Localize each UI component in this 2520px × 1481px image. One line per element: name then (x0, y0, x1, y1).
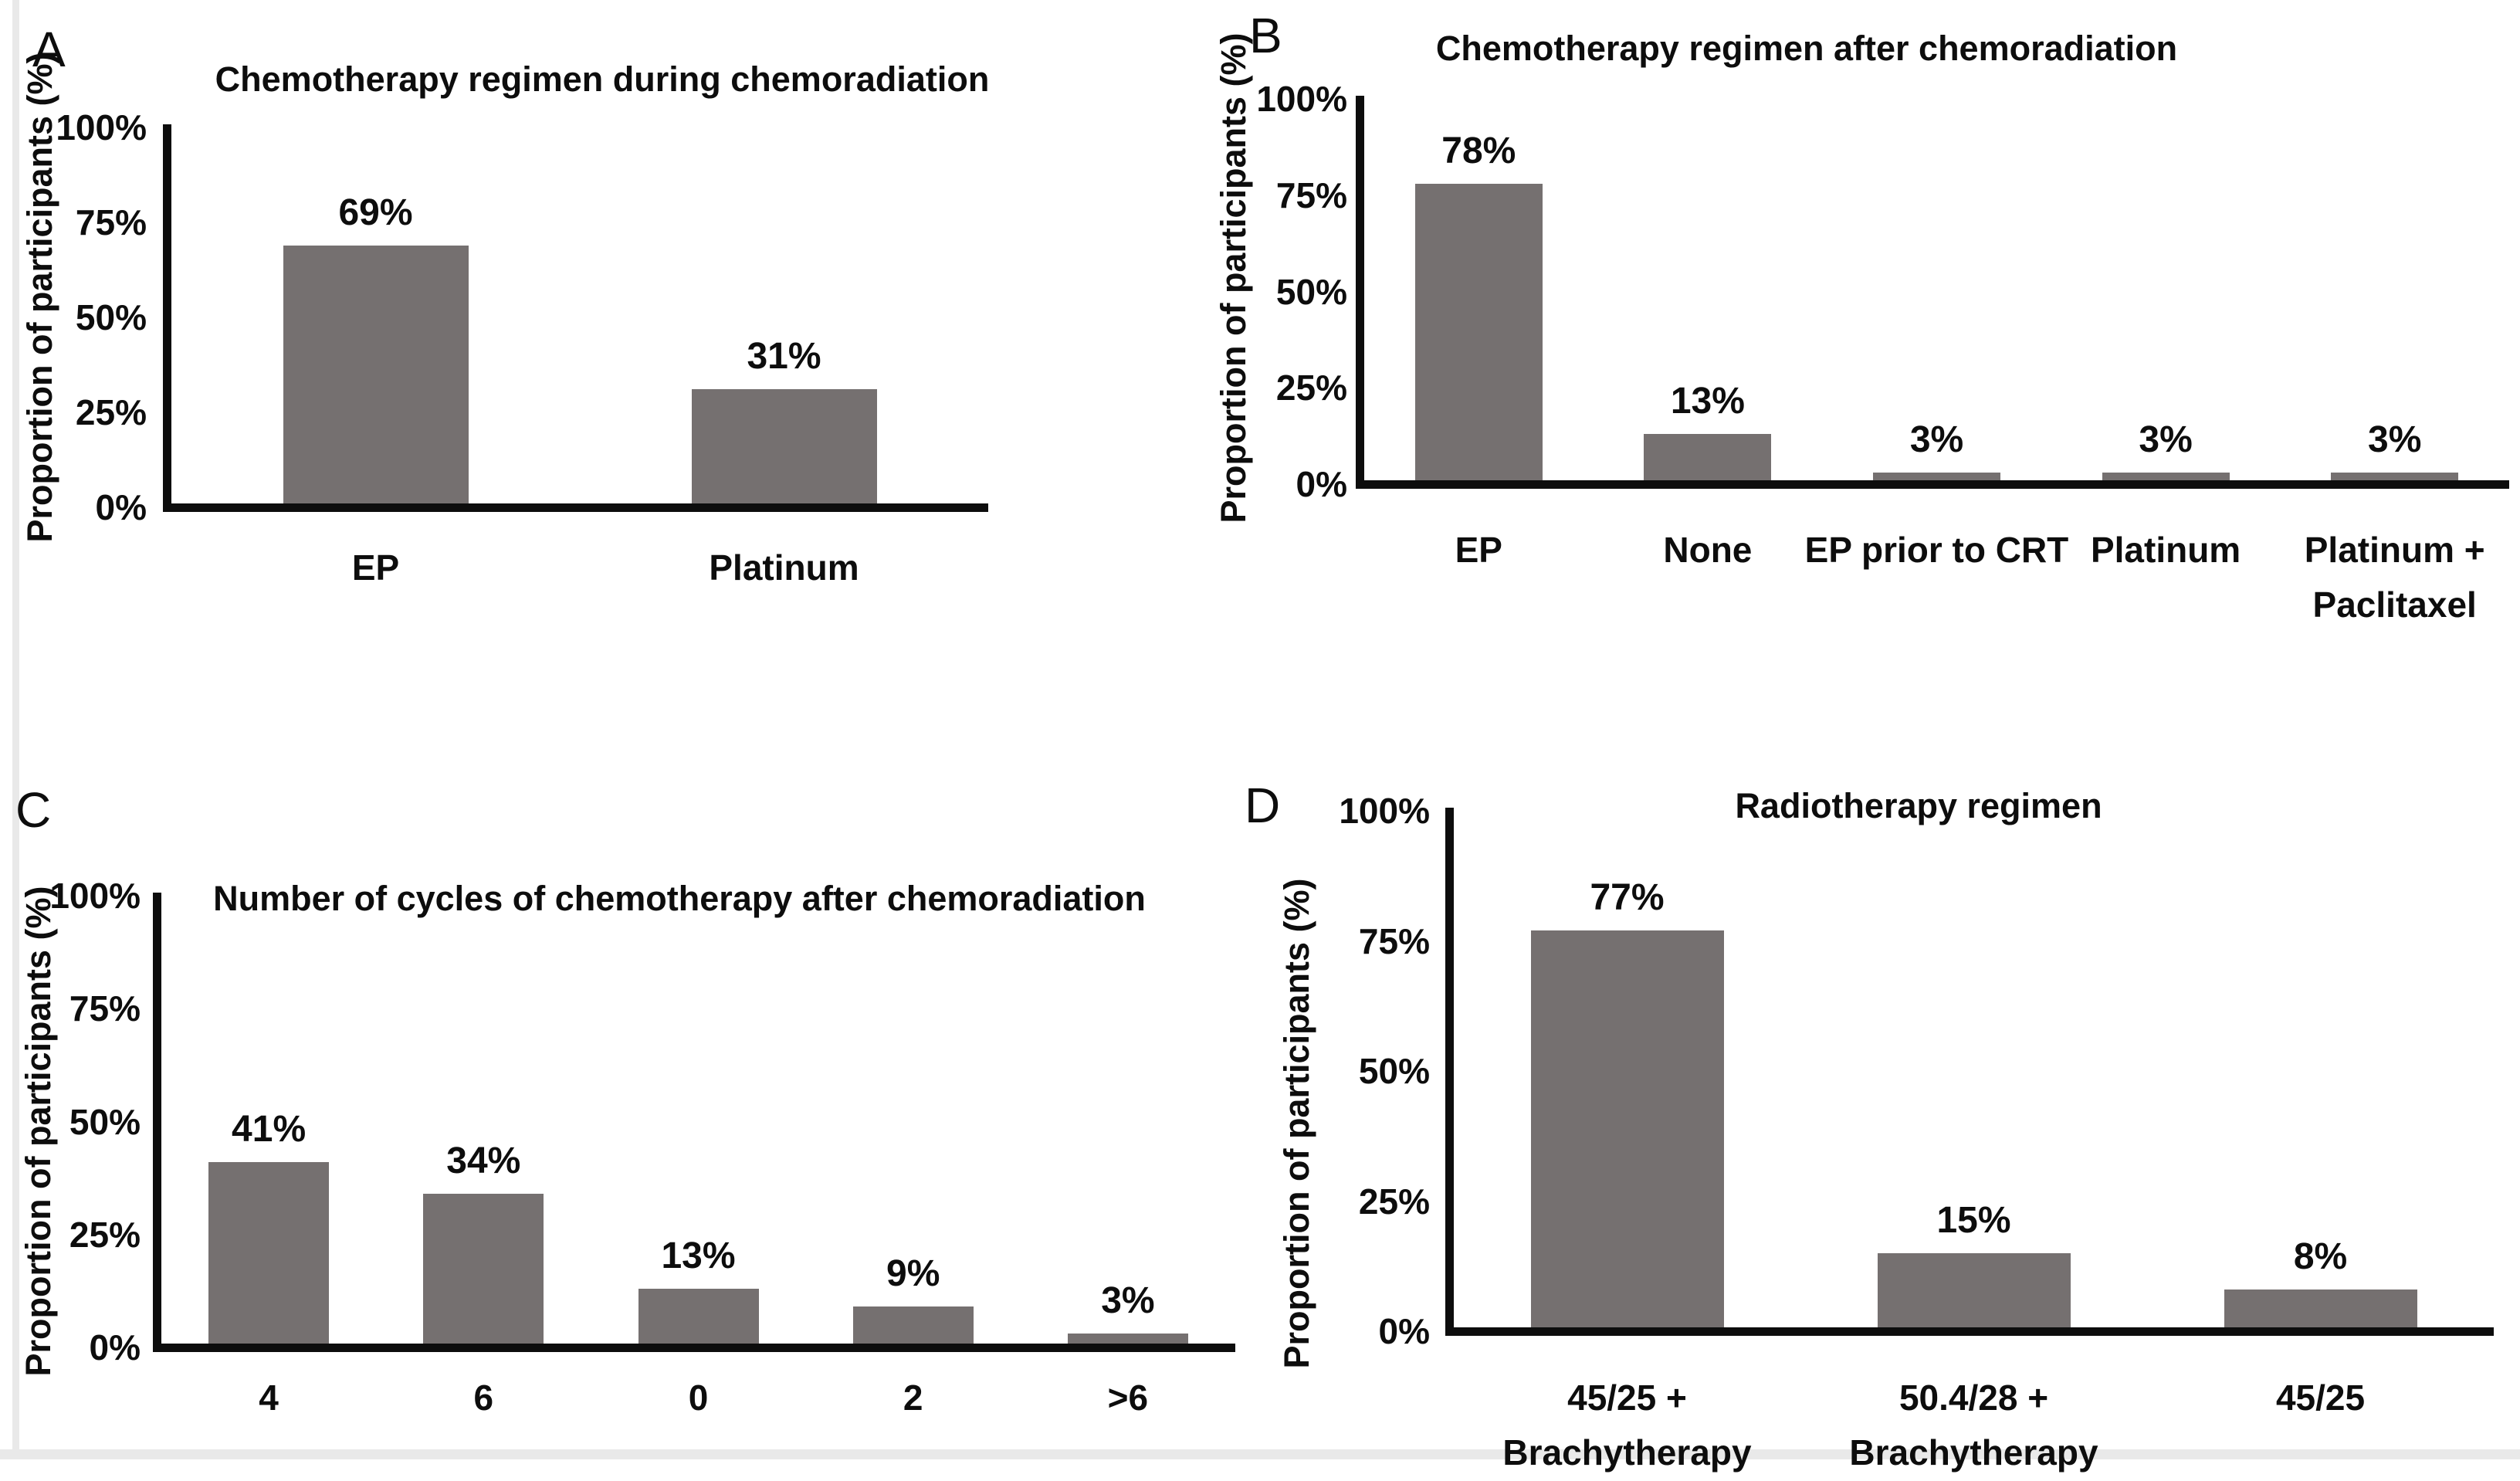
x-axis-line (1445, 1327, 2494, 1336)
bar (423, 1194, 544, 1344)
y-tick-label: 100% (49, 876, 141, 916)
bar (1873, 473, 2000, 480)
chart-title: Chemotherapy regimen during chemoradiati… (215, 59, 990, 99)
bar-value-label: 8% (2293, 1236, 2348, 1278)
y-tick-label: 100% (56, 107, 147, 147)
y-tick-label: 0% (1378, 1311, 1430, 1351)
category-label: Platinum (2090, 530, 2241, 570)
panel-c: C Number of cycles of chemotherapy after… (0, 730, 1235, 1459)
panel-letter: A (32, 22, 66, 77)
y-axis-line (1356, 96, 1364, 488)
y-tick-label: 50% (1358, 1051, 1430, 1091)
bar (1644, 434, 1772, 480)
y-tick-label: 0% (95, 487, 147, 527)
panel-d: D Radiotherapy regimen Proportion of par… (1235, 730, 2520, 1473)
y-tick-label: 50% (75, 297, 147, 337)
x-axis-line (153, 1344, 1235, 1352)
panel-letter: C (15, 782, 52, 838)
bar (2102, 473, 2230, 480)
y-tick-label: 0% (89, 1327, 141, 1367)
y-tick-label: 25% (75, 392, 147, 432)
category-label: 0 (688, 1378, 709, 1418)
bar (208, 1162, 330, 1344)
bar (1067, 1334, 1188, 1344)
x-axis-line (1356, 480, 2509, 489)
category-label: 45/25 (2275, 1378, 2366, 1418)
category-label: EP (1455, 530, 1502, 570)
bar-value-label: 3% (1101, 1280, 1155, 1322)
bar (283, 245, 469, 503)
x-axis-line (163, 503, 988, 512)
y-tick-label: 50% (69, 1101, 141, 1142)
bar-value-label: 77% (1590, 877, 1665, 919)
bar (2224, 1290, 2417, 1327)
chart-title: Radiotherapy regimen (1735, 786, 2102, 825)
bar-value-label: 3% (1909, 419, 1964, 461)
y-axis-line (163, 124, 171, 511)
panel-b: B Chemotherapy regimen after chemoradiat… (1204, 0, 2520, 730)
bar-value-label: 69% (338, 191, 413, 233)
y-tick-label: 25% (1358, 1181, 1430, 1222)
bar-value-label: 13% (661, 1235, 736, 1276)
panel-letter: B (1249, 8, 1282, 63)
y-tick-label: 0% (1296, 464, 1347, 504)
bar (1530, 930, 1724, 1327)
category-label: None (1663, 530, 1753, 570)
category-label: 4 (259, 1378, 279, 1418)
panel-letter: D (1245, 778, 1281, 833)
bar-value-label: 13% (1670, 381, 1745, 422)
bar-value-label: 15% (1936, 1199, 2011, 1241)
y-tick-label: 75% (1275, 175, 1347, 215)
bar (691, 389, 877, 503)
y-tick-label: 100% (1256, 79, 1347, 119)
category-label: EP prior to CRT (1804, 530, 2069, 570)
bar (1877, 1252, 2071, 1327)
y-tick-label: 75% (69, 988, 141, 1029)
y-tick-label: 50% (1275, 271, 1347, 312)
y-axis-line (153, 893, 161, 1351)
bar-value-label: 9% (886, 1253, 940, 1295)
y-tick-label: 25% (69, 1214, 141, 1255)
y-tick-label: 75% (75, 202, 147, 242)
bar-value-label: 31% (747, 336, 821, 378)
bar (852, 1306, 974, 1344)
category-label: Platinum (709, 547, 859, 588)
y-tick-label: 75% (1358, 920, 1430, 961)
chart-title: Number of cycles of chemotherapy after c… (213, 879, 1146, 918)
panel-a: A Chemotherapy regimen during chemoradia… (0, 0, 1204, 730)
y-axis-line (1445, 808, 1454, 1335)
bar-value-label: 34% (446, 1140, 521, 1182)
chart-title: Chemotherapy regimen after chemoradiatio… (1435, 29, 2178, 68)
bar (638, 1288, 759, 1344)
category-label: >6 (1107, 1378, 1149, 1418)
y-tick-label: 25% (1275, 368, 1347, 408)
page-edge-artifact-bottom (0, 1449, 2520, 1459)
bar (2331, 473, 2459, 480)
bar (1414, 183, 1543, 480)
category-label: EP (351, 547, 400, 588)
page-edge-artifact-left (12, 0, 19, 1459)
bar-value-label: 78% (1441, 130, 1516, 171)
category-label: Platinum + Paclitaxel (2304, 530, 2485, 625)
y-tick-label: 100% (1339, 791, 1430, 831)
category-label: 6 (473, 1378, 494, 1418)
category-label: 2 (903, 1378, 923, 1418)
bar-value-label: 3% (2368, 419, 2422, 461)
bar-value-label: 3% (2139, 419, 2193, 461)
bar-value-label: 41% (232, 1109, 307, 1151)
